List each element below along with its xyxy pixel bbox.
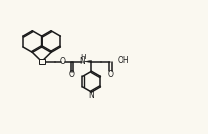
Polygon shape [84,60,92,63]
FancyBboxPatch shape [39,59,45,64]
Text: O: O [69,70,75,79]
Text: O: O [108,70,113,79]
Text: N: N [79,57,85,66]
Text: N: N [89,91,94,100]
Text: O: O [60,57,66,66]
Text: H: H [80,54,85,60]
Text: OH: OH [117,56,129,65]
